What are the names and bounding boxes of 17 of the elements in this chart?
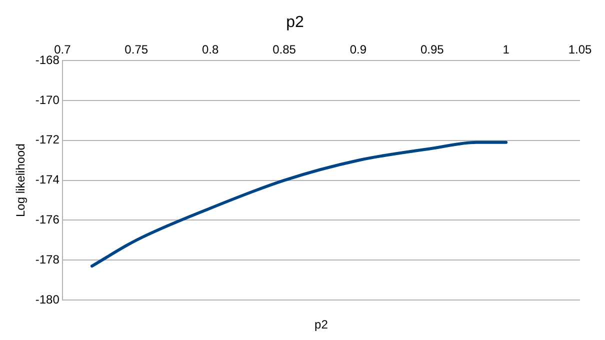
x-tick-label: 0.75 bbox=[124, 42, 148, 57]
y-axis-title: Log likelihood bbox=[14, 144, 28, 217]
x-tick-label: 0.95 bbox=[420, 42, 444, 57]
y-tick-label: -180 bbox=[35, 292, 60, 306]
x-axis-title: p2 bbox=[314, 317, 328, 332]
x-tick-label: 0.8 bbox=[202, 42, 219, 57]
x-tick-label: 0.85 bbox=[272, 42, 296, 57]
line-series bbox=[90, 140, 508, 268]
y-tick-label: -178 bbox=[35, 252, 60, 266]
y-tick-label: -170 bbox=[35, 92, 60, 107]
x-tick-label: 1.05 bbox=[568, 42, 592, 57]
chart-title: p2 bbox=[286, 14, 304, 32]
y-tick-label: -172 bbox=[35, 132, 60, 147]
x-tick-label: 0.9 bbox=[350, 42, 367, 57]
y-tick-label: -174 bbox=[35, 172, 60, 187]
x-tick-label: 1 bbox=[502, 42, 510, 57]
y-tick-label: -176 bbox=[35, 212, 60, 227]
